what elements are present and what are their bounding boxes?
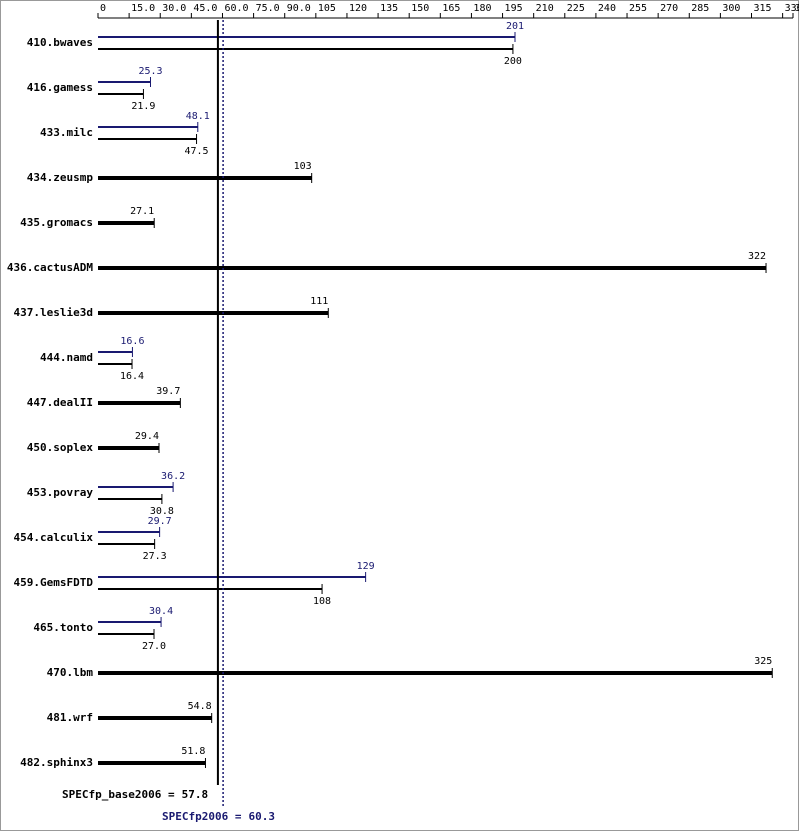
value-label: 201 [506,21,524,32]
reference-label: SPECfp2006 = [162,810,242,823]
x-tick-label: 270 [660,3,678,14]
x-tick-label: 335 [795,3,799,14]
x-tick-label: 60.0 [224,3,248,14]
category-label: 416.gamess [27,81,93,94]
value-label: 27.0 [142,641,166,652]
x-tick-label: 120 [349,3,367,14]
category-label: 444.namd [40,351,93,364]
value-label: 48.1 [186,111,210,122]
x-tick-label: 15.0 [131,3,155,14]
category-label: 482.sphinx3 [20,756,93,769]
category-label: 465.tonto [33,621,93,634]
x-tick-label: 225 [567,3,585,14]
x-tick-label: 285 [691,3,709,14]
category-label: 470.lbm [47,666,94,679]
value-label: 29.7 [148,516,172,527]
value-label: 51.8 [181,746,205,757]
reference-value: 57.8 [182,788,209,801]
value-label: 30.8 [150,506,174,517]
x-tick-label: 195 [505,3,523,14]
x-tick-label: 300 [722,3,740,14]
x-tick-label: 45.0 [193,3,217,14]
category-label: 437.leslie3d [14,306,93,319]
x-tick-label: 0 [100,3,106,14]
value-label: 108 [313,596,331,607]
category-label: 434.zeusmp [27,171,94,184]
reference-value: 60.3 [248,810,275,823]
category-label: 459.GemsFDTD [14,576,94,589]
value-label: 54.8 [188,701,212,712]
value-label: 27.1 [130,206,154,217]
value-label: 322 [748,251,766,262]
value-label: 47.5 [184,146,208,157]
category-label: 447.dealII [27,396,93,409]
value-label: 25.3 [138,66,162,77]
x-tick-label: 240 [598,3,616,14]
x-tick-label: 90.0 [287,3,311,14]
category-label: 436.cactusADM [7,261,93,274]
category-label: 450.soplex [27,441,94,454]
category-label: 435.gromacs [20,216,93,229]
category-label: 454.calculix [14,531,94,544]
reference-label: SPECfp_base2006 = [62,788,175,801]
category-label: 481.wrf [47,711,93,724]
value-label: 103 [294,161,312,172]
value-label: 16.6 [120,336,144,347]
value-label: 200 [504,56,522,67]
value-label: 16.4 [120,371,144,382]
value-label: 111 [310,296,328,307]
category-label: 433.milc [40,126,93,139]
x-tick-label: 180 [473,3,491,14]
value-label: 36.2 [161,471,185,482]
value-label: 27.3 [143,551,167,562]
x-tick-label: 150 [411,3,429,14]
value-label: 21.9 [131,101,155,112]
value-label: 129 [357,561,375,572]
value-label: 29.4 [135,431,159,442]
x-tick-label: 330 [785,3,799,14]
x-tick-label: 135 [380,3,398,14]
x-tick-label: 255 [629,3,647,14]
value-label: 39.7 [156,386,180,397]
x-tick-label: 210 [536,3,554,14]
value-label: 325 [754,656,772,667]
x-tick-label: 30.0 [162,3,186,14]
value-label: 30.4 [149,606,173,617]
category-label: 453.povray [27,486,94,499]
category-label: 410.bwaves [27,36,93,49]
x-tick-label: 105 [318,3,336,14]
x-tick-label: 315 [754,3,772,14]
x-tick-label: 165 [442,3,460,14]
x-tick-label: 75.0 [256,3,280,14]
